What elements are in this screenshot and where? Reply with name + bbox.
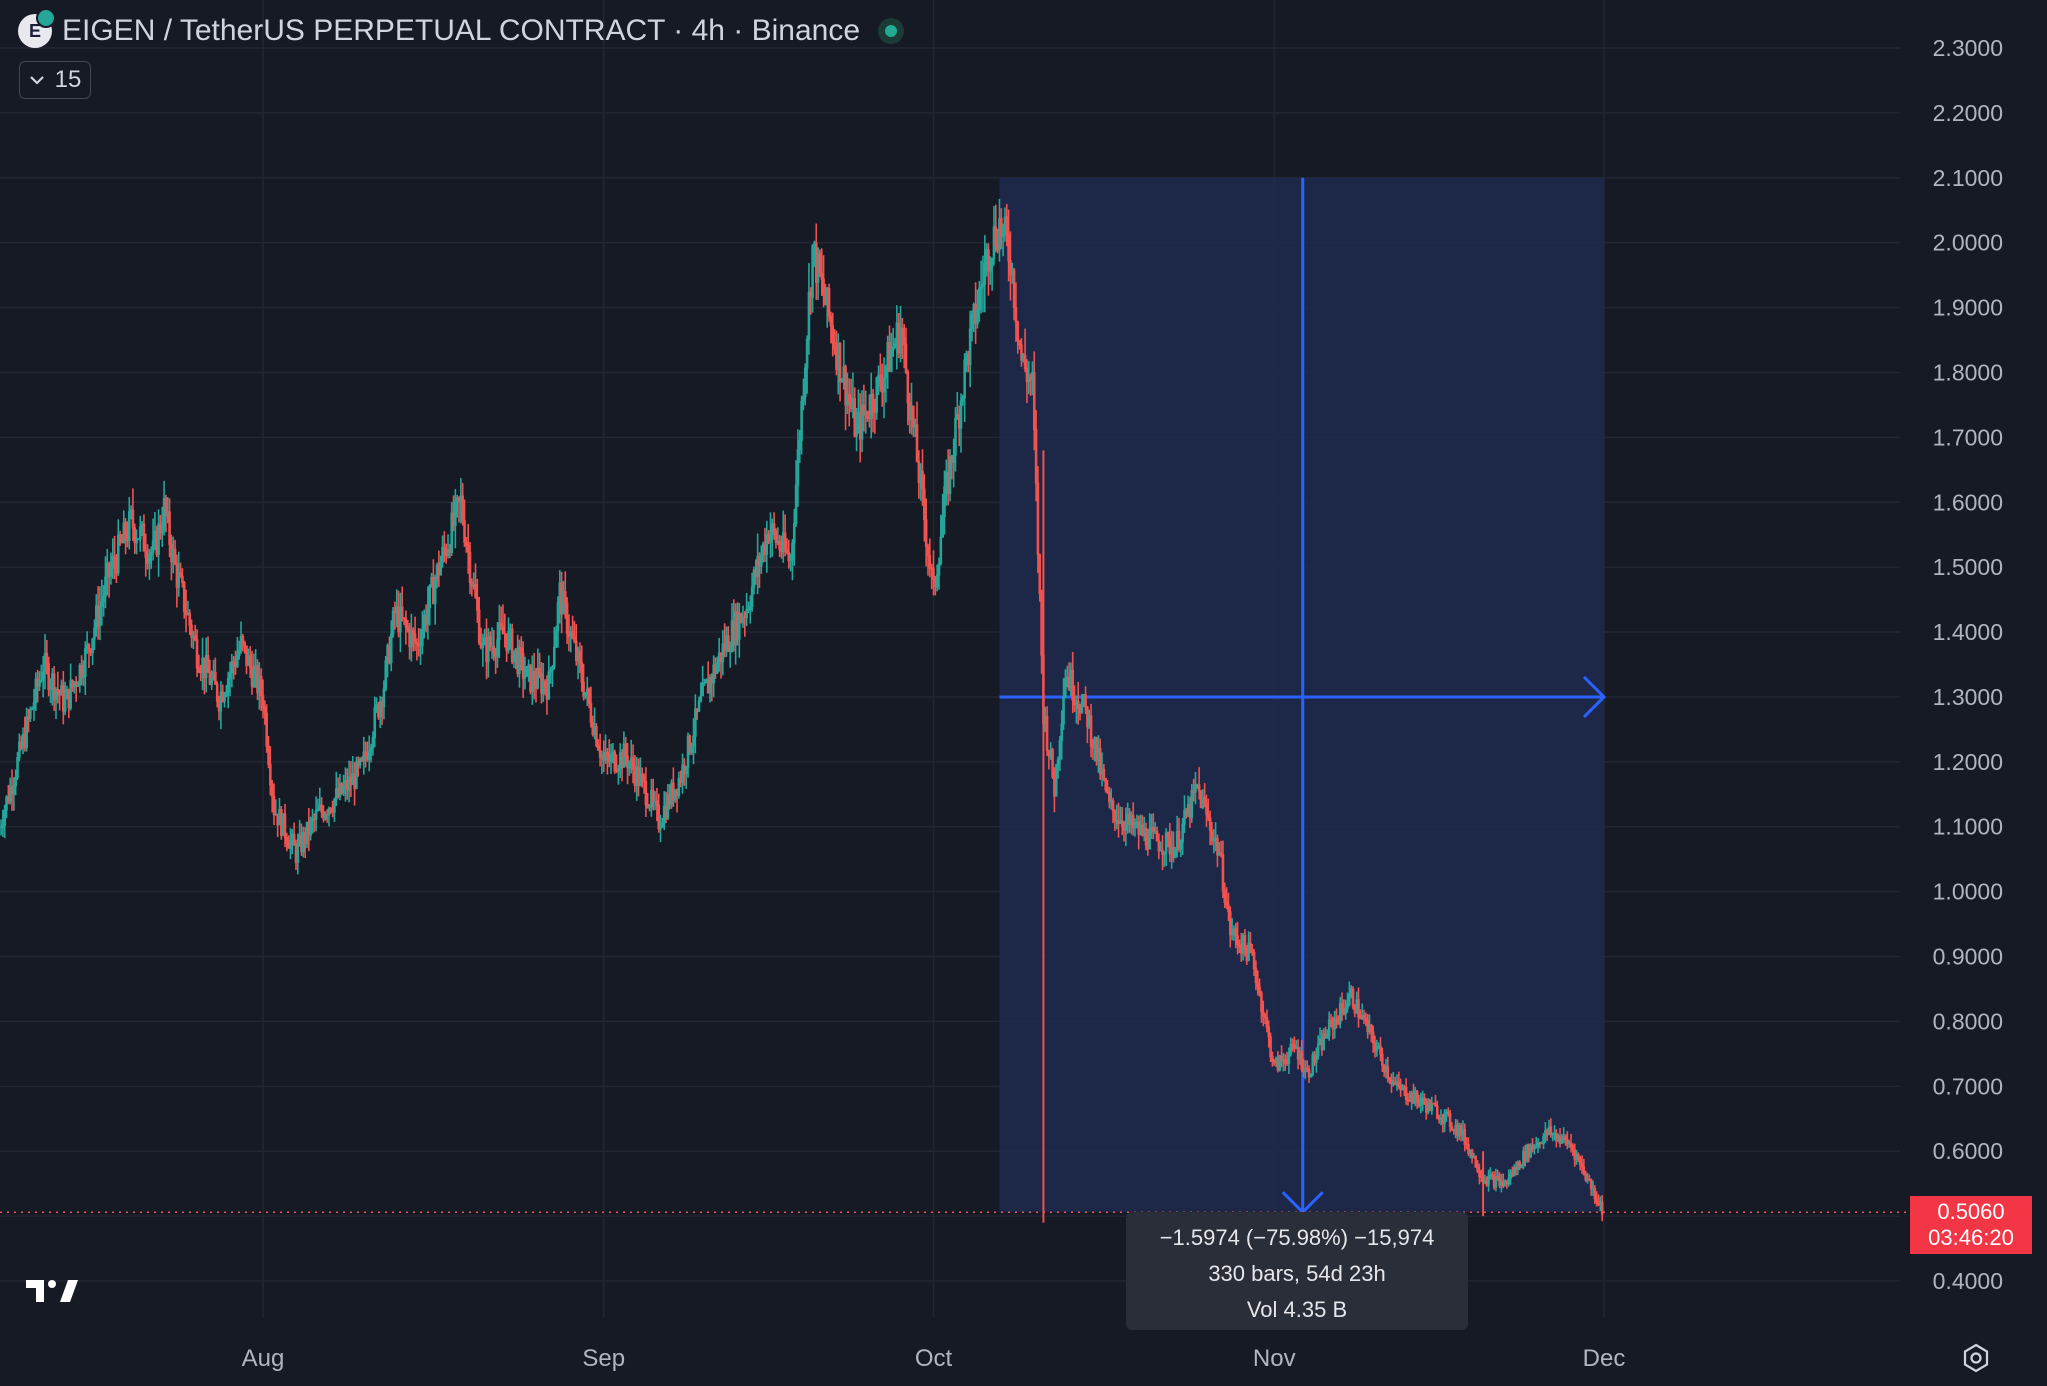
current-price-label: 0.5060 03:46:20 xyxy=(1910,1196,2032,1254)
price-tick-label: 1.2000 xyxy=(1933,749,2003,775)
price-tick-label: 2.0000 xyxy=(1933,230,2003,256)
price-tick-label: 1.8000 xyxy=(1933,359,2003,385)
price-tick-label: 1.5000 xyxy=(1933,554,2003,580)
symbol-title[interactable]: EIGEN / TetherUS PERPETUAL CONTRACT · 4h… xyxy=(62,14,861,47)
price-axis[interactable]: 2.3000 2.2000 2.1000 2.0000 1.9000 1.8000 1.70… xyxy=(1933,35,2003,1294)
chevron-down-icon xyxy=(29,76,44,85)
bar-countdown: 03:46:20 xyxy=(1928,1225,2014,1250)
tether-badge-icon xyxy=(36,8,56,28)
time-tick-label: Sep xyxy=(582,1345,625,1372)
measure-change: −1.5974 (−75.98%) −15,974 xyxy=(1159,1225,1435,1250)
tradingview-logo-icon[interactable] xyxy=(24,1276,84,1306)
indicator-count: 15 xyxy=(54,66,82,93)
price-tick-label: 0.8000 xyxy=(1933,1008,2003,1034)
price-tick-label: 0.6000 xyxy=(1933,1138,2003,1164)
price-tick-label: 2.2000 xyxy=(1933,100,2003,126)
measurement-area[interactable] xyxy=(999,177,1607,1215)
measure-volume: Vol 4.35 B xyxy=(1246,1297,1348,1322)
eigen-coin-icon: E xyxy=(18,8,56,48)
price-tick-label: 1.7000 xyxy=(1933,424,2003,450)
price-tick-label: 0.9000 xyxy=(1933,944,2003,970)
time-tick-label: Oct xyxy=(915,1345,953,1372)
gear-icon[interactable] xyxy=(1960,1342,1992,1374)
price-tick-label: 2.1000 xyxy=(1933,165,2003,191)
time-tick-label: Dec xyxy=(1583,1345,1626,1372)
price-tick-label: 0.7000 xyxy=(1933,1073,2003,1099)
time-axis[interactable]: Aug Sep Oct Nov Dec xyxy=(242,1345,1626,1372)
price-series xyxy=(0,198,1910,1223)
measure-bars: 330 bars, 54d 23h xyxy=(1208,1261,1386,1286)
grid-lines xyxy=(0,0,1900,1318)
price-tick-label: 1.3000 xyxy=(1933,684,2003,710)
price-tick-label: 2.3000 xyxy=(1933,35,2003,61)
market-open-status-icon xyxy=(878,18,905,44)
price-tick-label: 1.4000 xyxy=(1933,619,2003,645)
price-tick-label: 1.6000 xyxy=(1933,489,2003,515)
price-tick-label: 1.9000 xyxy=(1933,295,2003,321)
price-tick-label: 1.0000 xyxy=(1933,879,2003,905)
price-tick-label: 1.1000 xyxy=(1933,814,2003,840)
current-price-value: 0.5060 xyxy=(1937,1199,2005,1224)
measure-arrow-right-head xyxy=(1582,675,1607,719)
time-tick-label: Aug xyxy=(242,1345,285,1372)
chart-header: E EIGEN / TetherUS PERPETUAL CONTRACT · … xyxy=(18,8,905,48)
measure-tooltip: −1.5974 (−75.98%) −15,974 330 bars, 54d … xyxy=(1126,1212,1468,1330)
time-tick-label: Nov xyxy=(1253,1345,1296,1372)
indicator-collapse-button[interactable]: 15 xyxy=(19,61,91,99)
price-tick-label: 0.4000 xyxy=(1933,1268,2003,1294)
